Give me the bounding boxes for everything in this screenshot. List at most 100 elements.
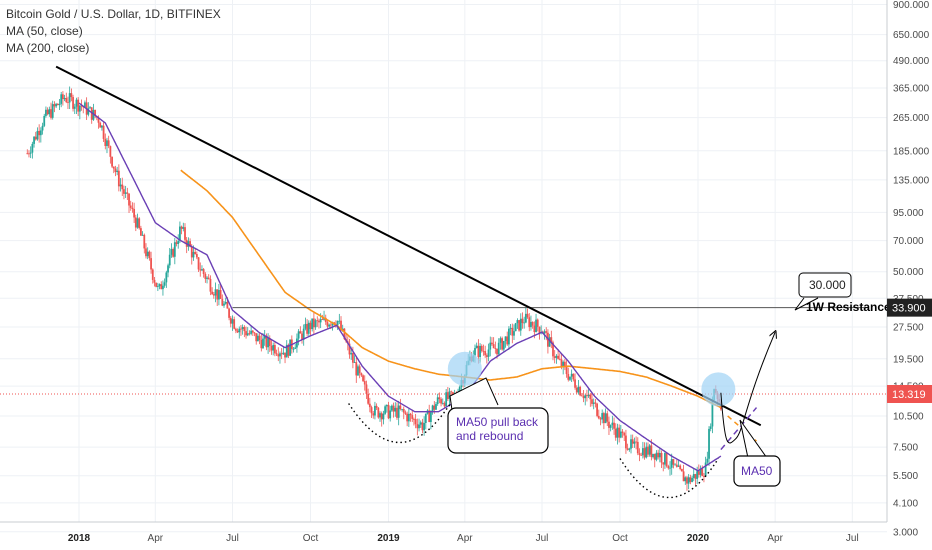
candle (475, 342, 478, 349)
candle (436, 393, 439, 406)
candle-body (243, 327, 246, 332)
candle-body (146, 251, 149, 257)
candle (406, 411, 409, 427)
candle-body (258, 335, 261, 341)
candle (687, 474, 690, 490)
candle (674, 463, 677, 466)
candle-body (647, 446, 649, 455)
candle (136, 213, 139, 229)
candle-body (523, 322, 526, 324)
candle-body (234, 328, 237, 331)
bottom-arc (348, 403, 451, 443)
candle (550, 330, 553, 349)
time-tick-label: 2019 (377, 533, 400, 544)
candle-body (212, 294, 215, 296)
candle (309, 320, 312, 337)
time-tick-label: Jul (846, 533, 859, 544)
candle (301, 331, 303, 344)
candle (602, 411, 605, 430)
candle-body (401, 409, 403, 410)
candle (90, 107, 93, 124)
candle-body (664, 453, 666, 465)
time-tick-label: Oct (303, 533, 319, 544)
candle (394, 402, 397, 417)
candle-body (60, 94, 63, 104)
candle-body (253, 332, 256, 334)
candle (579, 385, 582, 397)
candle (218, 283, 220, 306)
price-tick-label: 10.500 (893, 411, 924, 422)
ma50-label: MA50 (741, 464, 773, 478)
candle (587, 387, 590, 398)
candle (272, 342, 275, 356)
candle-body (557, 355, 559, 359)
legend-ma50[interactable]: MA (50, close) (6, 24, 83, 38)
candle-body (526, 313, 529, 318)
candle (599, 416, 602, 426)
pullback-label-line1: MA50 pull back (456, 415, 539, 429)
candle (385, 404, 388, 413)
candle-body (162, 285, 164, 290)
candle-body (708, 428, 710, 459)
highlight-circle (701, 372, 736, 407)
candle (489, 336, 492, 357)
legend-ma200[interactable]: MA (200, close) (6, 41, 90, 55)
price-axis: 900.000 650.000 490.000 365.000 265.000 185.0… (893, 0, 930, 538)
candle (155, 282, 158, 288)
candle (497, 338, 500, 356)
legend-symbol[interactable]: Bitcoin Gold / U.S. Dollar, 1D, BITFINEX (6, 7, 221, 21)
candle-body (377, 407, 380, 418)
candle (414, 413, 417, 429)
candle (516, 318, 519, 329)
candle-body (221, 298, 224, 306)
candle (163, 278, 166, 288)
price-tick-label: 4.100 (893, 498, 918, 509)
candle-body (433, 405, 436, 410)
candle (362, 374, 364, 382)
candle (284, 352, 286, 364)
candle-body (706, 458, 709, 463)
candle-body (631, 439, 634, 444)
candle (67, 96, 69, 110)
candle-body (179, 226, 181, 241)
candle (45, 106, 47, 118)
candle (569, 376, 571, 382)
candle-body (560, 359, 563, 368)
candle (604, 408, 607, 424)
callout-pointer (794, 297, 819, 311)
candle (389, 405, 392, 422)
time-tick-label: Apr (148, 533, 164, 544)
candle (609, 424, 612, 432)
candle (392, 402, 395, 418)
candle-body (365, 384, 368, 394)
candle-body (109, 146, 112, 157)
candle-body (124, 192, 127, 194)
candle (84, 100, 86, 108)
candle (445, 389, 448, 408)
candle-body (375, 405, 378, 408)
candle-body (338, 320, 341, 322)
candle-body (187, 241, 190, 247)
candle-body (519, 318, 522, 331)
candle-body (608, 421, 610, 428)
price-tick-label: 900.000 (893, 0, 930, 11)
candle-body (640, 454, 643, 456)
candle-body (112, 166, 115, 169)
candle-body (670, 459, 673, 468)
candle-body (416, 424, 419, 429)
candle-body (89, 107, 91, 109)
candle-body (602, 413, 605, 424)
candle-body (209, 278, 212, 292)
candle-body (396, 407, 398, 418)
candle (619, 424, 622, 439)
candle-body (552, 342, 554, 357)
candle (116, 166, 119, 176)
candle-body (126, 192, 129, 194)
candle-body (492, 344, 495, 349)
candle (669, 461, 671, 476)
candle (626, 443, 629, 451)
candle-body (39, 130, 42, 136)
candle-body (182, 227, 185, 229)
